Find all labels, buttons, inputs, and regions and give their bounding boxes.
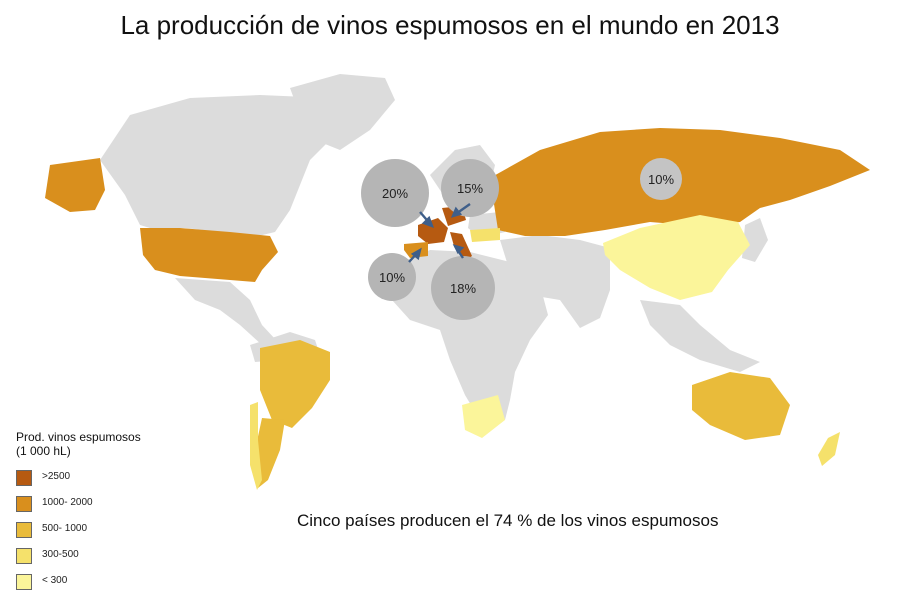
legend-item: 1000- 2000 <box>16 496 216 522</box>
greenland-shape <box>290 74 395 150</box>
spain-shape <box>404 242 428 258</box>
bubble-spain <box>368 253 416 301</box>
legend-swatch <box>16 574 32 590</box>
alaska-shape <box>45 158 105 212</box>
bubble-germany <box>441 159 499 217</box>
bubble-italy <box>431 256 495 320</box>
legend-label: >2500 <box>42 471 71 482</box>
brazil-shape <box>260 340 330 428</box>
china-shape <box>603 215 750 300</box>
australia-shape <box>692 372 790 440</box>
arrowhead-france <box>421 215 435 229</box>
argentina-shape <box>254 418 285 488</box>
legend-swatch <box>16 522 32 538</box>
legend-label: 300-500 <box>42 549 79 560</box>
canada-shape <box>100 95 350 238</box>
usa-shape <box>140 228 278 282</box>
central-america-shape <box>175 278 276 345</box>
legend-item: < 300 <box>16 574 216 600</box>
italy-shape <box>450 232 472 260</box>
legend-title-line1: Prod. vinos espumosos <box>16 430 141 444</box>
legend: Prod. vinos espumosos (1 000 hL) >2500 1… <box>16 430 216 600</box>
south-africa-shape <box>462 395 505 438</box>
legend-label: 500- 1000 <box>42 523 88 534</box>
new-zealand-shape <box>818 432 840 466</box>
share-bubbles: 20% 15% 10% 18% 10% <box>361 158 682 320</box>
map-caption: Cinco países producen el 74 % de los vin… <box>297 511 719 530</box>
legend-label: < 300 <box>42 575 68 586</box>
legend-item: >2500 <box>16 470 216 496</box>
legend-title-line2: (1 000 hL) <box>16 444 71 458</box>
arrowhead-germany <box>450 206 463 218</box>
map-title: La producción de vinos espumosos en el m… <box>120 10 780 40</box>
arrowhead-spain <box>410 247 422 261</box>
bubble-label-russia: 10% <box>648 172 674 187</box>
japan-shape <box>742 218 768 262</box>
bubble-label-germany: 15% <box>457 181 483 196</box>
bubble-label-france: 20% <box>382 186 408 201</box>
africa-shape <box>392 250 548 420</box>
arrowhead-italy <box>452 244 465 255</box>
southeast-asia-shape <box>640 300 760 372</box>
france-shape <box>418 218 448 244</box>
bubble-label-spain: 10% <box>379 270 405 285</box>
legend-item: 500- 1000 <box>16 522 216 548</box>
legend-title: Prod. vinos espumosos (1 000 hL) <box>16 430 216 458</box>
bubble-russia <box>640 158 682 200</box>
chile-shape <box>250 402 262 490</box>
legend-item: 300-500 <box>16 548 216 574</box>
eastern-europe-wine-shape <box>470 228 500 242</box>
legend-swatch <box>16 496 32 512</box>
bubble-france <box>361 159 429 227</box>
legend-swatch <box>16 548 32 564</box>
asia-south-shape <box>500 235 610 328</box>
legend-swatch <box>16 470 32 486</box>
pointer-arrows <box>408 203 471 263</box>
bubble-label-italy: 18% <box>450 281 476 296</box>
legend-label: 1000- 2000 <box>42 497 93 508</box>
